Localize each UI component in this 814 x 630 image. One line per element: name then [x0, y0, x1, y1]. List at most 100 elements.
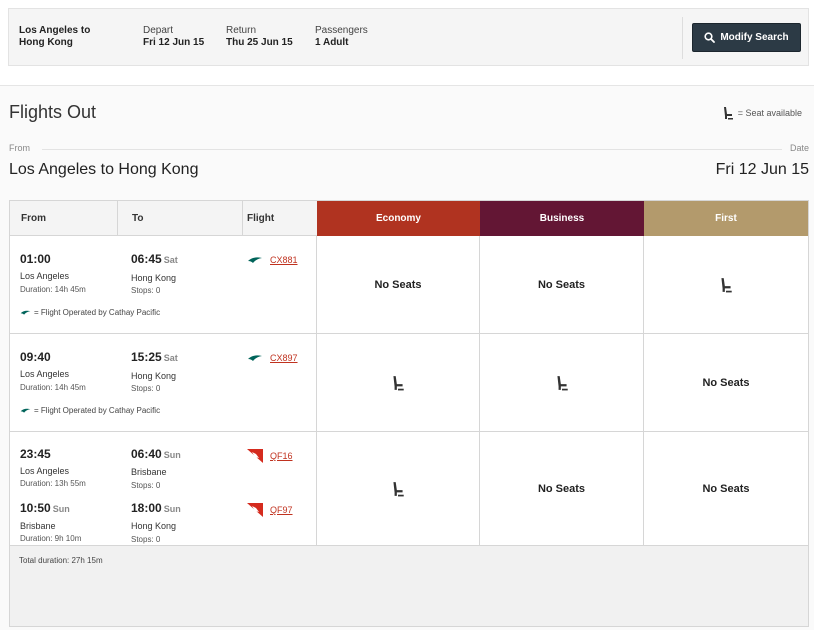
cathay-pacific-logo-icon — [20, 310, 31, 315]
passengers-value: 1 Adult — [315, 37, 349, 48]
summary-route-line2: Hong Kong — [19, 37, 73, 48]
flight-link[interactable]: QF97 — [270, 505, 293, 515]
arrival-time: 18:00 Sun — [131, 501, 181, 515]
date-label: Date — [789, 143, 809, 153]
seat-legend: = Seat available — [721, 106, 802, 120]
header-business: Business — [480, 201, 644, 236]
depart-value: Fri 12 Jun 15 — [143, 37, 205, 48]
business-cell: No Seats — [480, 432, 644, 545]
flight-link[interactable]: CX897 — [270, 353, 298, 363]
arrival-time: 15:25 Sat — [131, 350, 178, 364]
section-title: Flights Out — [9, 102, 97, 122]
departure-city: Brisbane — [20, 521, 56, 531]
departure-city: Los Angeles — [20, 369, 70, 379]
business-cell[interactable] — [480, 334, 644, 431]
passengers-label: Passengers — [315, 25, 368, 36]
summary-route: Los Angeles to Hong Kong — [19, 25, 129, 49]
qantas-logo-icon — [247, 449, 263, 463]
arrival-day: Sun — [163, 450, 181, 460]
duration: Duration: 14h 45m — [20, 285, 86, 294]
date-heading: Fri 12 Jun 15 — [715, 161, 809, 178]
stops: Stops: 0 — [131, 384, 161, 393]
table-row: 09:40 Los Angeles Duration: 14h 45m 15:2… — [10, 334, 808, 432]
economy-cell[interactable] — [317, 334, 480, 431]
summary-divider — [682, 17, 683, 59]
flight-number: CX881 — [247, 255, 298, 265]
departure-time: 10:50 Sun — [20, 501, 70, 515]
header-economy: Economy — [317, 201, 480, 236]
departure-time: 01:00 — [20, 252, 51, 266]
header-flight: Flight — [247, 213, 275, 224]
first-cell: No Seats — [702, 482, 750, 495]
summary-route-line1: Los Angeles to — [19, 25, 91, 36]
flight-number: QF97 — [247, 503, 293, 517]
operator-note-text: = Flight Operated by Cathay Pacific — [34, 308, 161, 317]
header-first: First — [644, 201, 808, 236]
arrival-time: 06:40 Sun — [131, 447, 181, 461]
arrival-city: Hong Kong — [131, 273, 177, 283]
duration: Duration: 13h 55m — [20, 479, 86, 488]
stops: Stops: 0 — [131, 535, 161, 544]
flight-link[interactable]: QF16 — [270, 451, 293, 461]
operator-note-text: = Flight Operated by Cathay Pacific — [34, 406, 161, 415]
seat-icon — [556, 375, 568, 390]
flight-info: 01:00 Los Angeles Duration: 14h 45m 06:4… — [10, 236, 317, 333]
operator-note: = Flight Operated by Cathay Pacific — [20, 406, 160, 415]
seat-legend-text: = Seat available — [737, 108, 802, 118]
seat-icon — [723, 107, 733, 120]
departure-city: Los Angeles — [20, 271, 70, 281]
economy-cell: No Seats — [317, 236, 480, 333]
arrival-day: Sun — [163, 504, 181, 514]
cathay-pacific-logo-icon — [247, 353, 263, 363]
section-divider — [42, 149, 782, 150]
search-icon — [704, 32, 716, 43]
depart-label: Depart — [143, 25, 174, 36]
flight-number: CX897 — [247, 353, 298, 363]
operator-note: = Flight Operated by Cathay Pacific — [20, 308, 160, 317]
stops: Stops: 0 — [131, 481, 161, 490]
arrival-time: 06:45 Sat — [131, 252, 178, 266]
first-cell: No Seats — [702, 376, 750, 389]
summary-return: Return Thu 25 Jun 15 — [226, 25, 293, 49]
table-footer — [10, 546, 808, 626]
search-summary-bar: Los Angeles to Hong Kong Depart Fri 12 J… — [8, 8, 809, 66]
flight-number: QF16 — [247, 449, 293, 463]
arrival-city: Brisbane — [131, 467, 167, 477]
arrival-day: Sat — [163, 255, 178, 265]
duration: Duration: 14h 45m — [20, 383, 86, 392]
modify-search-button[interactable]: Modify Search — [692, 23, 801, 52]
summary-passengers: Passengers 1 Adult — [315, 25, 368, 49]
from-label: From — [9, 143, 30, 153]
seat-icon — [393, 375, 404, 390]
modify-search-label: Modify Search — [720, 32, 789, 43]
header-from: From — [10, 201, 118, 236]
flights-out-section: Flights Out = Seat available From Date L… — [0, 85, 814, 630]
summary-depart: Depart Fri 12 Jun 15 — [143, 25, 204, 49]
duration: Duration: 9h 10m — [20, 534, 82, 543]
header-to: To — [126, 201, 243, 236]
flight-link[interactable]: CX881 — [270, 255, 298, 265]
seat-icon — [393, 481, 404, 496]
cathay-pacific-logo-icon — [20, 408, 31, 413]
return-label: Return — [226, 25, 257, 36]
departure-city: Los Angeles — [20, 466, 70, 476]
arrival-city: Hong Kong — [131, 371, 177, 381]
flight-info: 23:45 Los Angeles Duration: 13h 55m 06:4… — [10, 432, 317, 545]
departure-day: Sun — [52, 504, 70, 514]
arrival-day: Sat — [163, 353, 178, 363]
first-cell[interactable] — [644, 236, 808, 333]
arrival-city: Hong Kong — [131, 521, 177, 531]
economy-cell[interactable] — [317, 432, 480, 545]
table-row: 01:00 Los Angeles Duration: 14h 45m 06:4… — [10, 236, 808, 334]
return-value: Thu 25 Jun 15 — [226, 37, 293, 48]
flights-table: From To Flight Economy Business First 01… — [9, 200, 809, 627]
total-duration: Total duration: 27h 15m — [19, 556, 103, 565]
route-heading: Los Angeles to Hong Kong — [9, 161, 199, 178]
seat-icon — [721, 277, 732, 292]
stops: Stops: 0 — [131, 286, 161, 295]
qantas-logo-icon — [247, 503, 263, 517]
table-header: From To Flight Economy Business First — [10, 201, 808, 236]
departure-time: 09:40 — [20, 350, 51, 364]
departure-time: 23:45 — [20, 447, 51, 461]
cathay-pacific-logo-icon — [247, 255, 263, 265]
